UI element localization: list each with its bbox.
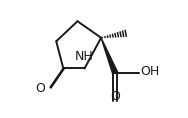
Text: OH: OH xyxy=(140,65,159,78)
Text: NH: NH xyxy=(75,50,94,63)
Text: O: O xyxy=(36,82,46,95)
Polygon shape xyxy=(101,38,118,74)
Text: O: O xyxy=(110,90,120,103)
